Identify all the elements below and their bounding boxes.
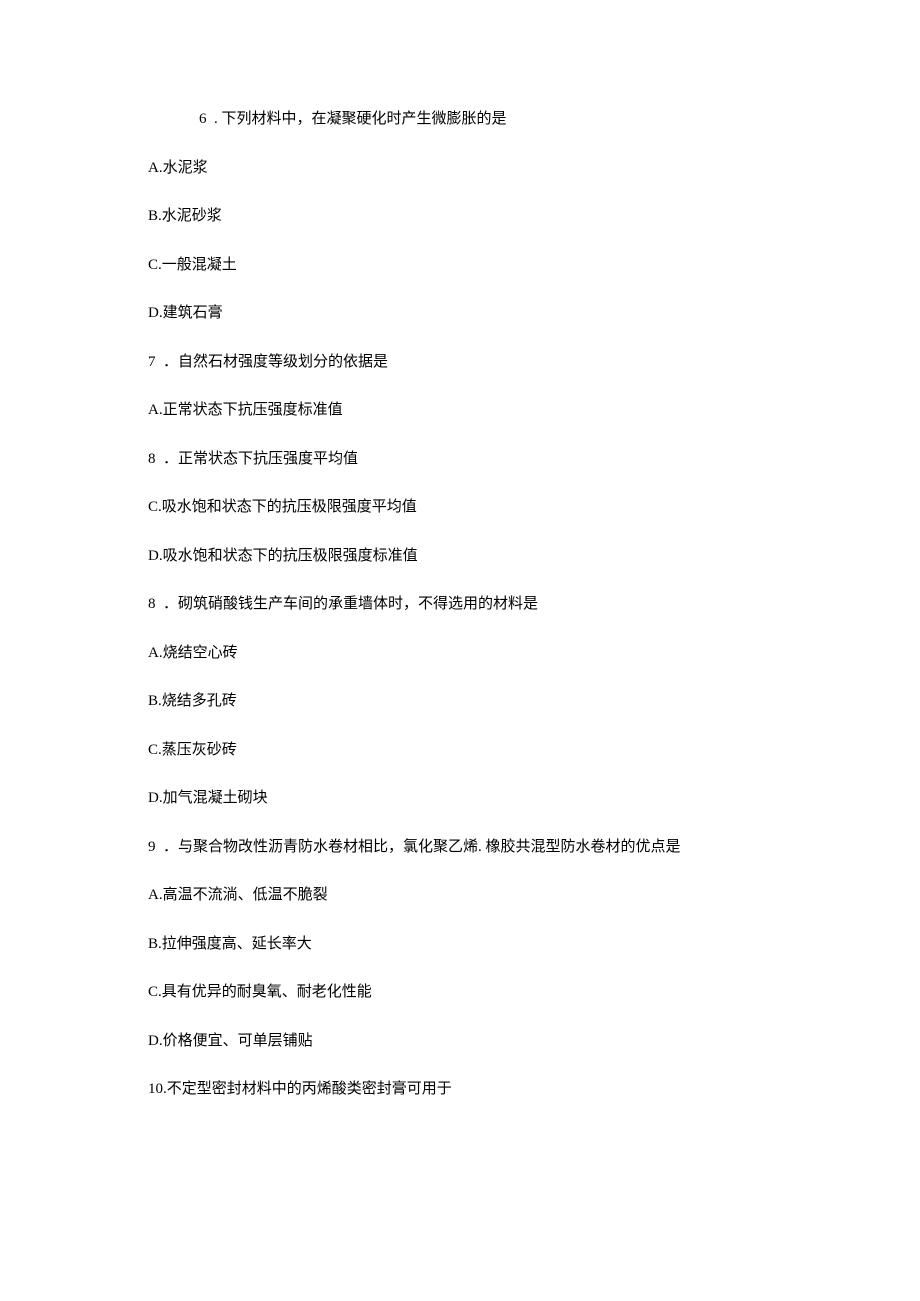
- option-line: B.烧结多孔砖: [148, 690, 835, 713]
- option-label: B.: [148, 693, 162, 709]
- option-label: C.: [148, 742, 162, 758]
- option-label: A.: [148, 402, 163, 418]
- option-line: 8 ．正常状态下抗压强度平均值: [148, 448, 835, 471]
- option-line: B.拉伸强度高、延长率大: [148, 933, 835, 956]
- option-text: 拉伸强度高、延长率大: [162, 936, 312, 952]
- option-text: 正常状态下抗压强度标准值: [163, 402, 343, 418]
- option-line: D.建筑石膏: [148, 302, 835, 325]
- option-label: C.: [148, 499, 162, 515]
- option-line: D.吸水饱和状态下的抗压极限强度标准值: [148, 545, 835, 568]
- question-prompt: 9 ．与聚合物改性沥青防水卷材相比，氯化聚乙烯. 橡胶共混型防水卷材的优点是: [148, 836, 835, 859]
- question-prompt: 6 . 下列材料中，在凝聚硬化时产生微膨胀的是: [148, 108, 835, 131]
- question-text: ．砌筑硝酸钱生产车间的承重墙体时，不得选用的材料是: [163, 596, 538, 612]
- option-line: D.价格便宜、可单层铺贴: [148, 1030, 835, 1053]
- option-label: C.: [148, 984, 162, 1000]
- option-label: D.: [148, 548, 163, 564]
- question-prompt: 10.不定型密封材料中的丙烯酸类密封膏可用于: [148, 1078, 835, 1101]
- option-line: A.正常状态下抗压强度标准值: [148, 399, 835, 422]
- option-text: 具有优异的耐臭氧、耐老化性能: [162, 984, 372, 1000]
- option-label: A.: [148, 160, 163, 176]
- question-number: 10.: [148, 1081, 167, 1097]
- option-text: 加气混凝土砌块: [163, 790, 268, 806]
- question-number: 7: [148, 354, 156, 370]
- option-line: A.水泥浆: [148, 157, 835, 180]
- option-label: C.: [148, 257, 162, 273]
- option-line: C.蒸压灰砂砖: [148, 739, 835, 762]
- option-text: 价格便宜、可单层铺贴: [163, 1033, 313, 1049]
- option-line: D.加气混凝土砌块: [148, 787, 835, 810]
- option-label: D.: [148, 305, 163, 321]
- option-line: A.高温不流淌、低温不脆裂: [148, 884, 835, 907]
- option-text: 烧结多孔砖: [162, 693, 237, 709]
- option-label: B.: [148, 936, 162, 952]
- option-text: 蒸压灰砂砖: [162, 742, 237, 758]
- option-label: D.: [148, 790, 163, 806]
- question-prompt: 8 ．砌筑硝酸钱生产车间的承重墙体时，不得选用的材料是: [148, 593, 835, 616]
- question-text: ．与聚合物改性沥青防水卷材相比，氯化聚乙烯. 橡胶共混型防水卷材的优点是: [163, 839, 681, 855]
- question-number: 6: [199, 111, 207, 127]
- option-label: A.: [148, 887, 163, 903]
- option-line: C.一般混凝土: [148, 254, 835, 277]
- option-text: 建筑石膏: [163, 305, 223, 321]
- option-text: 水泥砂浆: [162, 208, 222, 224]
- option-text: 烧结空心砖: [163, 645, 238, 661]
- option-text: 吸水饱和状态下的抗压极限强度平均值: [162, 499, 417, 515]
- option-line: B.水泥砂浆: [148, 205, 835, 228]
- option-text: ．正常状态下抗压强度平均值: [163, 451, 358, 467]
- option-line: C.吸水饱和状态下的抗压极限强度平均值: [148, 496, 835, 519]
- option-text: 吸水饱和状态下的抗压极限强度标准值: [163, 548, 418, 564]
- option-text: 一般混凝土: [162, 257, 237, 273]
- option-label: D.: [148, 1033, 163, 1049]
- option-label: B.: [148, 208, 162, 224]
- option-line: A.烧结空心砖: [148, 642, 835, 665]
- option-text: 高温不流淌、低温不脆裂: [163, 887, 328, 903]
- question-number: 8: [148, 596, 156, 612]
- option-text: 水泥浆: [163, 160, 208, 176]
- option-label: 8: [148, 451, 156, 467]
- question-text: ．自然石材强度等级划分的依据是: [163, 354, 388, 370]
- option-line: C.具有优异的耐臭氧、耐老化性能: [148, 981, 835, 1004]
- question-number: 9: [148, 839, 156, 855]
- question-prompt: 7 ．自然石材强度等级划分的依据是: [148, 351, 835, 374]
- question-text: . 下列材料中，在凝聚硬化时产生微膨胀的是: [214, 111, 507, 127]
- option-label: A.: [148, 645, 163, 661]
- question-text: 不定型密封材料中的丙烯酸类密封膏可用于: [167, 1081, 452, 1097]
